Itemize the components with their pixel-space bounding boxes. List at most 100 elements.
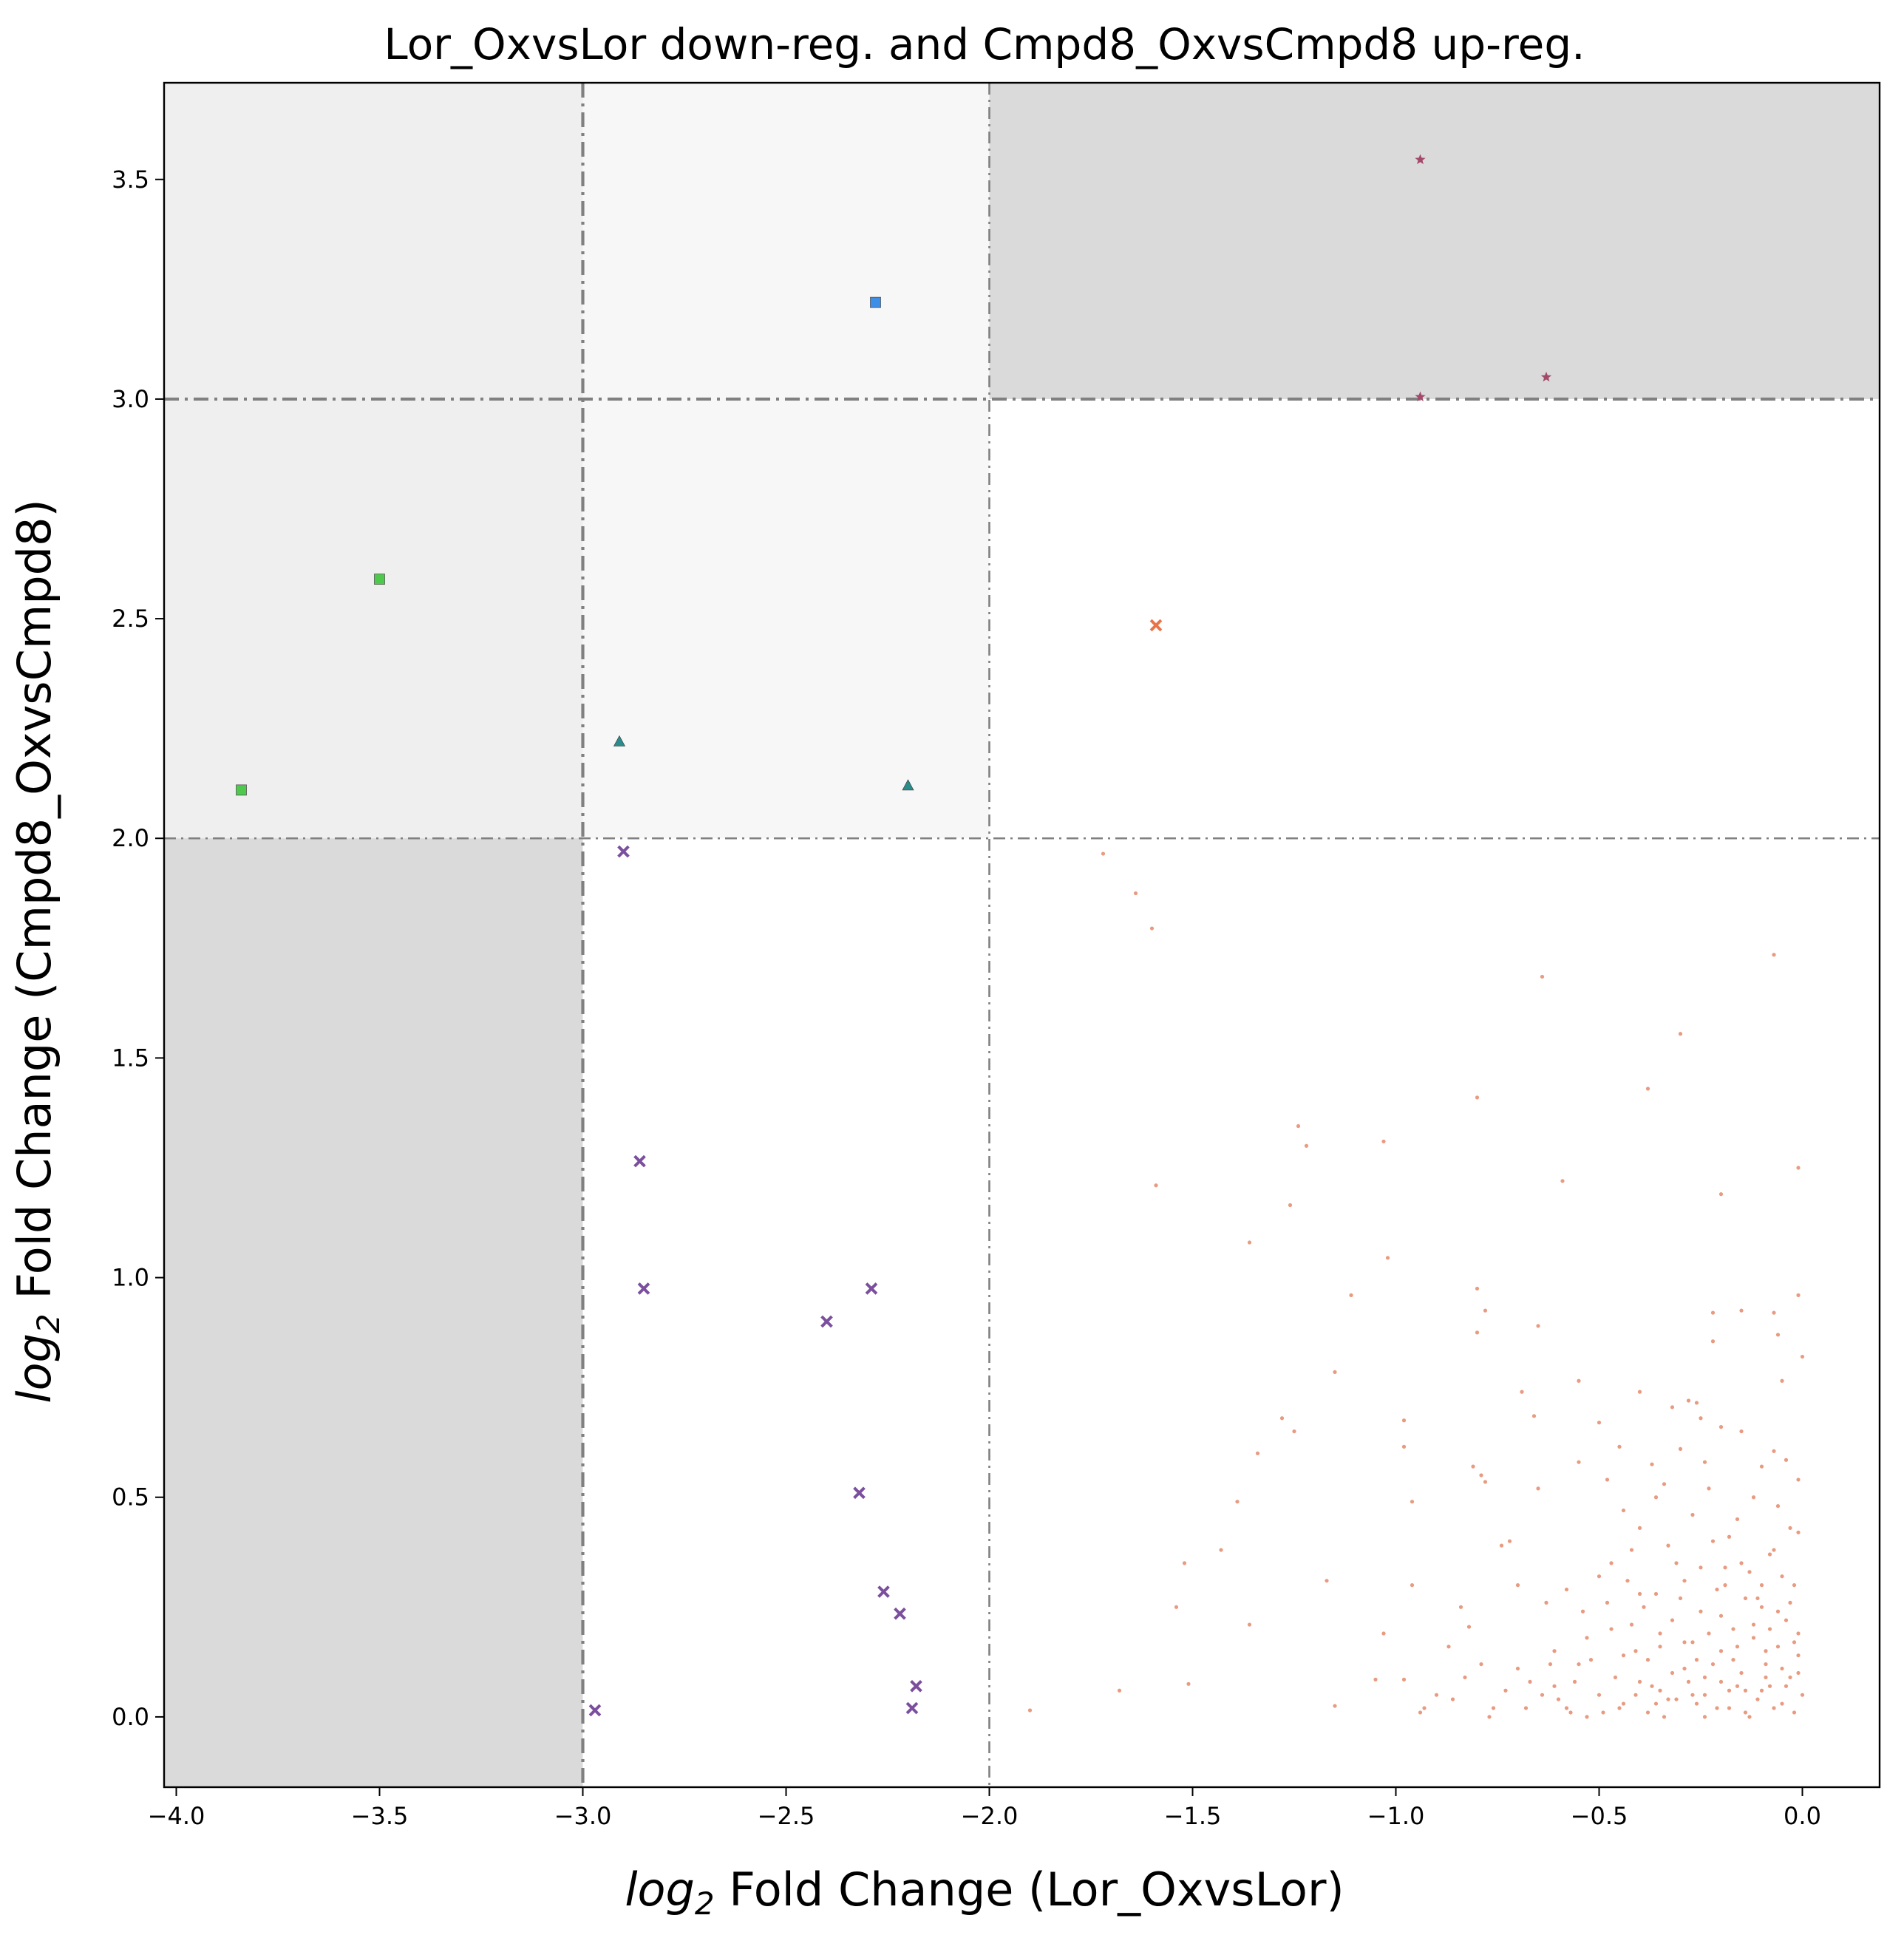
data-point-dot-6-194 <box>1658 1645 1662 1649</box>
data-point-dot-6-80 <box>1418 1710 1423 1715</box>
data-point-dot-6-16 <box>1288 1203 1293 1208</box>
data-point-star-0-2 <box>1540 371 1552 382</box>
data-point-dot-6-215 <box>1702 1693 1707 1697</box>
y-tick-label-6: 3.0 <box>112 385 149 413</box>
data-point-dot-6-130 <box>1796 1653 1801 1658</box>
data-point-dot-6-176 <box>1674 1697 1679 1701</box>
data-point-dot-6-39 <box>1401 1418 1407 1423</box>
data-point-dot-6-178 <box>1650 1684 1654 1688</box>
data-point-dot-6-91 <box>1544 1600 1548 1605</box>
data-point-dot-6-165 <box>1739 1561 1744 1565</box>
data-point-dot-6-177 <box>1662 1715 1667 1719</box>
data-point-dot-6-98 <box>1621 1701 1626 1706</box>
data-point-dot-6-175 <box>1686 1679 1691 1684</box>
data-point-dot-6-38 <box>1255 1451 1260 1455</box>
data-point-dot-6-162 <box>1767 1552 1772 1557</box>
data-point-dot-6-149 <box>1548 1662 1553 1667</box>
data-point-dot-6-221 <box>1564 1706 1569 1710</box>
data-point-dot-6-137 <box>1731 1658 1735 1662</box>
data-point-dot-6-51 <box>1739 1429 1744 1434</box>
data-point-dot-6-197 <box>1759 1688 1764 1693</box>
data-point-dot-6-95 <box>1580 1609 1585 1613</box>
data-point-dot-6-29 <box>1710 1339 1716 1344</box>
y-tick-label-4: 2.0 <box>112 824 149 852</box>
data-point-dot-6-2 <box>1149 926 1155 931</box>
data-point-dot-6-44 <box>1483 1480 1488 1484</box>
data-point-dot-6-24 <box>1710 1310 1716 1315</box>
data-point-dot-6-161 <box>1653 1495 1659 1500</box>
data-point-dot-6-150 <box>1523 1706 1529 1710</box>
data-point-dot-6-185 <box>1617 1706 1622 1710</box>
data-point-dot-6-214 <box>1735 1684 1740 1688</box>
data-point-dot-6-21 <box>1536 1324 1540 1328</box>
data-point-dot-6-48 <box>1670 1405 1675 1409</box>
data-point-dot-6-146 <box>1613 1675 1618 1680</box>
data-point-dot-6-15 <box>1247 1240 1252 1245</box>
data-point-dot-6-154 <box>1788 1526 1792 1530</box>
data-point-dot-6-92 <box>1552 1649 1557 1653</box>
data-point-dot-6-182 <box>1747 1715 1752 1719</box>
data-point-dot-6-159 <box>1690 1512 1695 1517</box>
shaded-region-2 <box>989 83 1880 399</box>
x-axis-ticks: −4.0 −3.5 −3.0 −2.5 −2.0 −1.5 −1.0 −0.5 0.0 <box>148 1787 1821 1830</box>
data-point-dot-6-112 <box>1723 1583 1727 1588</box>
data-point-dot-6-35 <box>1520 1390 1524 1394</box>
data-point-dot-6-96 <box>1597 1574 1602 1579</box>
data-point-dot-6-63 <box>1605 1477 1610 1482</box>
data-point-dot-6-88 <box>1507 1539 1512 1543</box>
data-point-dot-6-5 <box>1772 953 1776 957</box>
data-point-dot-6-74 <box>1325 1579 1329 1583</box>
data-point-dot-6-49 <box>1699 1416 1703 1421</box>
data-point-dot-6-57 <box>1702 1460 1707 1464</box>
data-point-dot-6-11 <box>1381 1139 1386 1143</box>
data-point-dot-6-20 <box>1483 1308 1488 1313</box>
data-point-dot-6-54 <box>1650 1462 1654 1466</box>
data-point-dot-6-18 <box>1349 1293 1353 1297</box>
data-point-dot-6-123 <box>1767 1684 1772 1688</box>
data-point-dot-6-186 <box>1597 1693 1602 1697</box>
data-point-dot-6-53 <box>1617 1444 1622 1449</box>
data-point-dot-6-216 <box>1690 1640 1695 1645</box>
data-point-dot-6-33 <box>1279 1416 1285 1421</box>
data-point-dot-6-32 <box>1800 1354 1805 1359</box>
data-point-dot-6-115 <box>1735 1517 1740 1522</box>
data-point-dot-6-28 <box>1577 1378 1581 1383</box>
data-point-dot-6-14 <box>1796 1166 1801 1170</box>
data-point-x-5-9 <box>905 1701 919 1715</box>
data-point-x-5-0 <box>617 845 630 858</box>
data-point-dot-6-168 <box>1658 1631 1662 1636</box>
data-point-dot-6-85 <box>1479 1662 1483 1667</box>
data-point-dot-6-205 <box>1629 1622 1634 1627</box>
data-point-dot-6-189 <box>1540 1693 1545 1697</box>
data-point-dot-6-3 <box>1154 1183 1158 1188</box>
data-point-x-4-0 <box>1149 619 1163 632</box>
data-point-dot-6-114 <box>1731 1627 1735 1631</box>
data-point-dot-6-172 <box>1751 1622 1756 1627</box>
data-point-dot-6-127 <box>1784 1618 1789 1622</box>
data-point-x-5-5 <box>853 1486 866 1500</box>
data-point-dot-6-188 <box>1572 1679 1577 1684</box>
data-point-dot-6-210 <box>1792 1640 1797 1645</box>
data-point-dot-6-143 <box>1658 1688 1662 1693</box>
data-point-dot-6-158 <box>1707 1486 1711 1491</box>
data-point-dot-6-181 <box>1764 1675 1768 1680</box>
data-point-dot-6-139 <box>1707 1631 1711 1636</box>
data-point-dot-6-110 <box>1715 1706 1719 1710</box>
data-point-dot-6-70 <box>1247 1622 1252 1627</box>
data-point-dot-6-166 <box>1699 1565 1703 1570</box>
data-point-dot-6-67 <box>1182 1561 1187 1565</box>
data-point-dot-6-42 <box>1471 1464 1475 1469</box>
x-tick-label-3: −2.5 <box>758 1802 815 1830</box>
data-point-square-2-1 <box>236 784 247 796</box>
data-point-dot-6-117 <box>1743 1710 1748 1715</box>
threshold-lines <box>164 83 1880 1787</box>
data-point-dot-6-118 <box>1747 1570 1752 1574</box>
data-point-dot-6-163 <box>1796 1530 1801 1534</box>
data-point-dot-6-142 <box>1670 1618 1675 1622</box>
data-point-dot-6-104 <box>1674 1561 1679 1565</box>
data-point-dot-6-124 <box>1772 1548 1776 1552</box>
data-point-dot-6-195 <box>1694 1658 1699 1662</box>
data-point-dot-6-170 <box>1625 1579 1630 1583</box>
data-point-dot-6-101 <box>1645 1658 1650 1662</box>
